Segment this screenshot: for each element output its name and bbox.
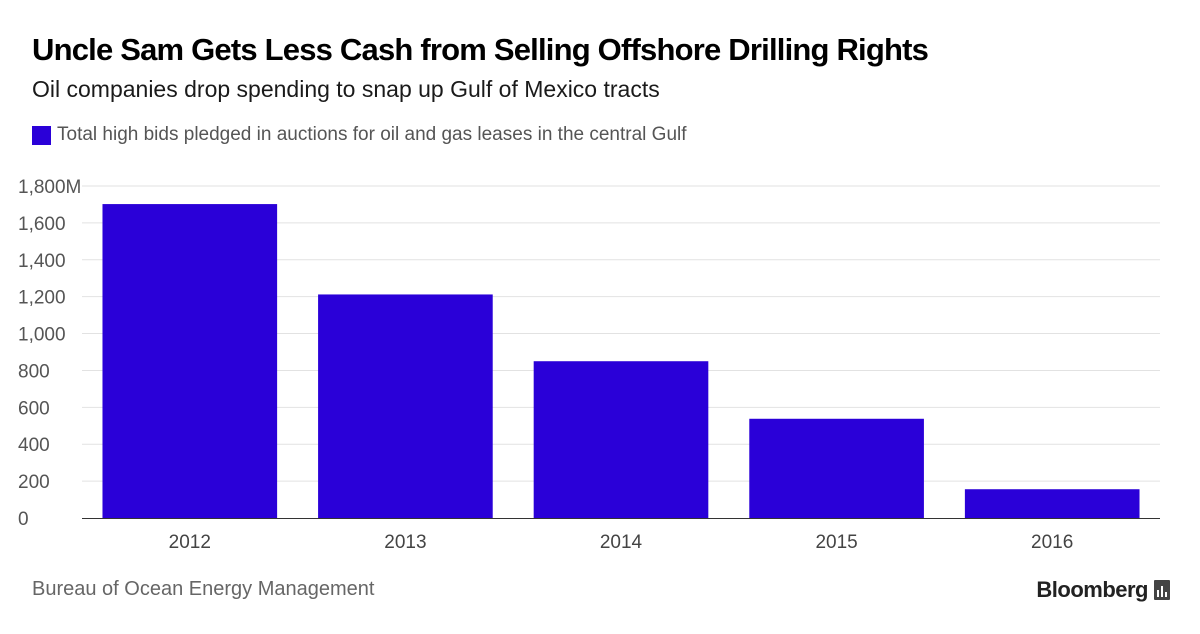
y-tick-label: 400 <box>18 435 50 456</box>
legend-label: Total high bids pledged in auctions for … <box>57 124 687 145</box>
y-tick-label: 1,000 <box>18 325 66 346</box>
legend-swatch <box>32 125 51 145</box>
bar-2014 <box>533 361 709 518</box>
x-axis-ticks: 2012 2013 2014 2015 2016 <box>169 532 1074 553</box>
y-tick-label: 1,600 <box>18 214 66 235</box>
legend: Total high bids pledged in auctions for … <box>32 124 687 146</box>
source-note: Bureau of Ocean Energy Management <box>32 578 375 600</box>
y-tick-label: 800 <box>18 361 50 382</box>
bar-2012 <box>102 204 278 518</box>
y-tick-label: 200 <box>18 472 50 493</box>
brand-logo: Bloomberg <box>1036 577 1170 603</box>
bar-2015 <box>749 418 924 518</box>
x-tick-label: 2014 <box>600 532 643 553</box>
y-tick-label: 1,400 <box>18 251 66 272</box>
bars <box>102 204 1140 518</box>
bloomberg-terminal-icon <box>1154 580 1170 600</box>
chart-title: Uncle Sam Gets Less Cash from Selling Of… <box>32 32 929 67</box>
bar-2013 <box>318 294 493 518</box>
y-tick-label: 600 <box>18 398 50 419</box>
x-tick-label: 2016 <box>1031 532 1073 553</box>
y-tick-label: 1,200 <box>18 288 66 309</box>
x-tick-label: 2015 <box>815 532 857 553</box>
x-tick-label: 2012 <box>169 532 211 553</box>
x-tick-label: 2013 <box>384 532 426 553</box>
brand-name: Bloomberg <box>1036 577 1148 602</box>
y-tick-label: 0 <box>18 509 29 530</box>
y-axis-ticks: 0 200 400 600 800 1,000 1,200 1,400 1,600 1,800M <box>18 177 81 530</box>
y-tick-label: 1,800M <box>18 177 81 198</box>
bar-2016 <box>964 489 1140 518</box>
chart-subtitle: Oil companies drop spending to snap up G… <box>32 76 660 102</box>
